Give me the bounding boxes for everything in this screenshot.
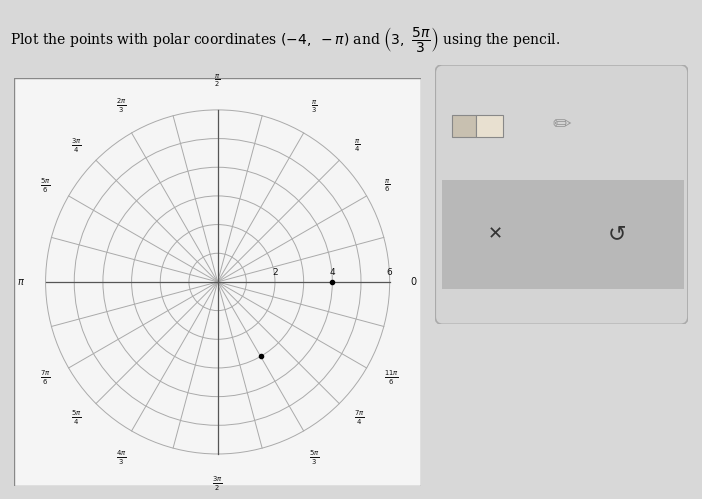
Text: $\frac{\pi}{2}$: $\frac{\pi}{2}$ <box>214 72 221 89</box>
Text: 0: 0 <box>410 277 416 287</box>
Text: $\frac{5\pi}{4}$: $\frac{5\pi}{4}$ <box>71 409 81 427</box>
Text: $\frac{11\pi}{6}$: $\frac{11\pi}{6}$ <box>385 369 399 387</box>
Bar <box>476 115 503 137</box>
Text: $\frac{3\pi}{4}$: $\frac{3\pi}{4}$ <box>71 137 81 155</box>
Text: $\frac{2\pi}{3}$: $\frac{2\pi}{3}$ <box>116 97 126 115</box>
Bar <box>452 115 476 137</box>
Text: ✏: ✏ <box>552 115 571 135</box>
Text: ↺: ↺ <box>607 225 626 245</box>
Text: $\frac{4\pi}{3}$: $\frac{4\pi}{3}$ <box>116 449 126 467</box>
Text: $\frac{7\pi}{4}$: $\frac{7\pi}{4}$ <box>354 409 364 427</box>
Text: ✕: ✕ <box>488 226 503 244</box>
Text: 4: 4 <box>329 268 335 277</box>
Text: $\frac{\pi}{6}$: $\frac{\pi}{6}$ <box>385 177 391 194</box>
Text: $\frac{5\pi}{3}$: $\frac{5\pi}{3}$ <box>309 449 319 467</box>
FancyBboxPatch shape <box>435 65 688 324</box>
Text: 6: 6 <box>387 268 392 277</box>
Text: $\frac{\pi}{3}$: $\frac{\pi}{3}$ <box>311 98 317 115</box>
Text: $\frac{5\pi}{6}$: $\frac{5\pi}{6}$ <box>40 177 51 195</box>
Text: $\frac{\pi}{4}$: $\frac{\pi}{4}$ <box>354 137 360 154</box>
Text: Plot the points with polar coordinates $(-4,\ -\pi)$ and $\left(3,\ \dfrac{5\pi}: Plot the points with polar coordinates $… <box>10 25 559 54</box>
Text: $\frac{7\pi}{6}$: $\frac{7\pi}{6}$ <box>40 369 51 387</box>
Text: $\frac{3\pi}{2}$: $\frac{3\pi}{2}$ <box>213 475 223 493</box>
Text: $\pi$: $\pi$ <box>17 277 25 287</box>
Text: 2: 2 <box>272 268 278 277</box>
